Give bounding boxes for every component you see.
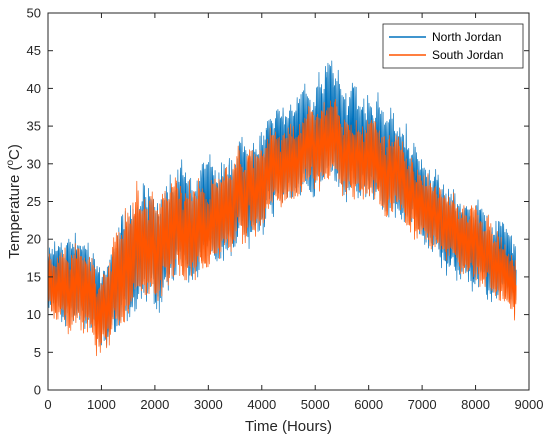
y-axis-label-post: C) (6, 144, 23, 160)
legend-label-north: North Jordan (432, 30, 501, 44)
legend-label-south: South Jordan (432, 48, 503, 62)
legend-box (382, 23, 524, 69)
x-tick-label-3: 3000 (194, 397, 223, 412)
y-tick-label-2: 10 (27, 307, 41, 322)
series-layer (47, 60, 517, 357)
series-line-south-jordan (47, 98, 517, 357)
y-tick-label-3: 15 (27, 269, 41, 284)
y-axis-label-sup: o (5, 160, 16, 166)
y-tick-label-4: 20 (27, 232, 41, 247)
y-tick-label-9: 45 (27, 43, 41, 58)
x-tick-label-2: 2000 (140, 397, 169, 412)
y-tick-label-1: 5 (34, 345, 41, 360)
x-tick-label-9: 9000 (515, 397, 544, 412)
x-tick-label-4: 4000 (247, 397, 276, 412)
y-axis-label: Temperature (oC) (5, 144, 23, 259)
x-tick-label-0: 0 (44, 397, 51, 412)
y-tick-label-0: 0 (34, 383, 41, 398)
x-tick-label-6: 6000 (354, 397, 383, 412)
plot-background (48, 13, 529, 390)
x-tick-label-8: 8000 (461, 397, 490, 412)
x-tick-label-1: 1000 (87, 397, 116, 412)
y-tick-label-5: 25 (27, 194, 41, 209)
y-tick-label-6: 30 (27, 156, 41, 171)
legend: North Jordan South Jordan (382, 23, 524, 69)
x-tick-label-5: 5000 (301, 397, 330, 412)
y-tick-label-8: 40 (27, 81, 41, 96)
y-tick-label-7: 35 (27, 119, 41, 134)
x-axis-label: Time (Hours) (245, 418, 332, 435)
y-axis: 0 5 10 15 20 25 30 35 40 45 50 (27, 6, 529, 398)
y-axis-label-pre: Temperature ( (6, 166, 23, 259)
x-tick-label-7: 7000 (408, 397, 437, 412)
y-tick-label-10: 50 (27, 6, 41, 21)
x-axis: 0 1000 2000 3000 4000 5000 6000 7000 8000 9000 (44, 13, 543, 412)
